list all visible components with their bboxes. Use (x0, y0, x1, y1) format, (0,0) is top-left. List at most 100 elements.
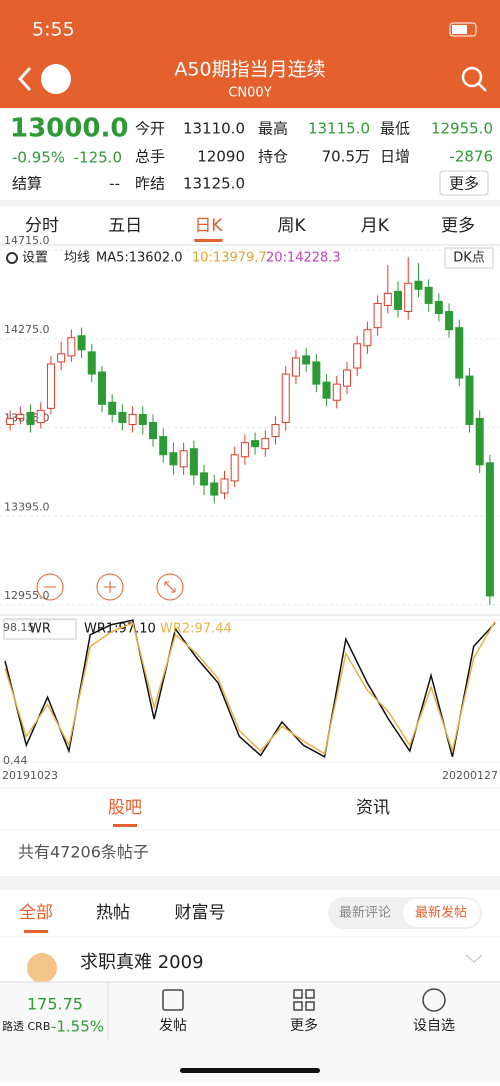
battery (449, 22, 477, 37)
zoom-out[interactable] (36, 573, 64, 601)
divider (0, 876, 500, 890)
zoom-in-icon (104, 581, 116, 593)
field-label: 总手 (135, 148, 165, 166)
candle-body (230, 454, 239, 482)
watch-icon (422, 988, 446, 1012)
candle-body (46, 363, 55, 409)
tab-underline (113, 824, 137, 827)
candle-body (404, 282, 413, 313)
more-label: 更多 (449, 175, 479, 193)
title: A50期指当月连续 (174, 59, 325, 81)
more-icon (293, 989, 303, 999)
field-label: 昨结 (135, 175, 165, 193)
section-tab[interactable]: 资讯 (356, 798, 390, 818)
code: CN00Y (228, 86, 271, 101)
back-button[interactable] (17, 66, 32, 92)
field-value: -2876 (449, 148, 493, 166)
candle-body (414, 280, 423, 290)
candle-body (363, 329, 372, 347)
field-value: 13115.0 (308, 120, 370, 138)
field-label: 今开 (135, 120, 165, 138)
candle-body (128, 413, 137, 425)
field-label: 日增 (380, 148, 410, 166)
zoom-controls (36, 573, 184, 601)
period-tab[interactable]: 更多 (441, 216, 475, 236)
period-tab[interactable]: 月K (361, 216, 390, 236)
y-tick-label: 13395.0 (4, 500, 50, 513)
more-icon (305, 1001, 315, 1011)
candle-body (383, 292, 392, 306)
period-tab[interactable]: 分时 (25, 216, 59, 236)
action[interactable]: 发帖 (159, 1018, 187, 1034)
header-bg (0, 0, 500, 108)
candle-body (67, 337, 76, 357)
settings-icon[interactable] (6, 252, 18, 264)
dk-button[interactable] (444, 247, 494, 269)
field-label: 结算 (12, 175, 42, 193)
filter[interactable]: 热帖 (96, 903, 130, 923)
post-author[interactable]: 求职真难 2009 (80, 952, 204, 973)
y-tick-label: 98.15 (3, 621, 35, 634)
wr-line (4, 619, 496, 758)
filter-underline (24, 930, 48, 933)
search-button[interactable] (461, 66, 483, 88)
candle-body (210, 482, 219, 496)
fullscreen[interactable] (156, 573, 184, 601)
index-change: -1.55% (51, 1018, 104, 1036)
candle-body (159, 436, 168, 456)
filter[interactable]: 财富号 (175, 903, 226, 923)
candle-body (271, 423, 280, 438)
index-name: 路透 CRB (2, 1020, 50, 1033)
candle-body (455, 327, 464, 379)
candle-body (312, 361, 321, 385)
candle-body (77, 335, 86, 351)
battery-level (452, 25, 467, 34)
more-icon (305, 989, 315, 999)
ma10: 10:13979.7 (192, 251, 267, 266)
sort[interactable]: 最新评论 (339, 905, 391, 921)
candle-body (108, 401, 117, 415)
avatar (27, 953, 57, 983)
index-value: 175.75 (27, 995, 83, 1014)
zoom-in[interactable] (96, 573, 124, 601)
sort-active (403, 899, 480, 927)
settings[interactable]: 设置 (22, 251, 48, 266)
filter[interactable]: 全部 (19, 903, 53, 923)
tab-underline (194, 239, 223, 242)
wr-button[interactable] (3, 618, 77, 640)
y-tick-label: 14715.0 (4, 234, 50, 247)
candle-body (322, 381, 331, 399)
y-tick-label: 14275.0 (4, 323, 50, 336)
action[interactable]: 设自选 (413, 1018, 455, 1034)
field-label: 持仓 (258, 148, 288, 166)
post-icon (162, 989, 184, 1011)
field-value: 12955.0 (431, 120, 493, 138)
ma20: 20:14228.3 (266, 251, 341, 266)
action[interactable]: 更多 (290, 1017, 318, 1034)
candle-body (87, 351, 96, 375)
candle-body (424, 286, 433, 304)
section-tab[interactable]: 股吧 (108, 798, 142, 818)
candle-body (36, 409, 45, 423)
expand[interactable] (465, 954, 483, 963)
candle-body (6, 417, 15, 425)
candle-body (26, 411, 35, 425)
period-tab[interactable]: 五日 (108, 216, 142, 236)
candle-body (445, 311, 454, 331)
more-button[interactable] (439, 170, 489, 196)
candle-body (118, 411, 127, 423)
candle-body (138, 413, 147, 425)
sort[interactable]: 最新发帖 (415, 905, 467, 921)
candle-body (373, 302, 382, 329)
x-tick-label: 20200127 (442, 769, 498, 782)
candle-body (475, 417, 484, 466)
candle-body (149, 421, 158, 440)
candle-body (302, 355, 311, 365)
period-tab[interactable]: 周K (278, 216, 307, 236)
candle-body (97, 371, 106, 405)
bottom-bar (0, 982, 500, 1082)
period-tab[interactable]: 日K (194, 216, 223, 236)
candle-body (261, 438, 270, 450)
divider (0, 200, 500, 206)
post-count: 共有47206条帖子 (18, 843, 149, 862)
